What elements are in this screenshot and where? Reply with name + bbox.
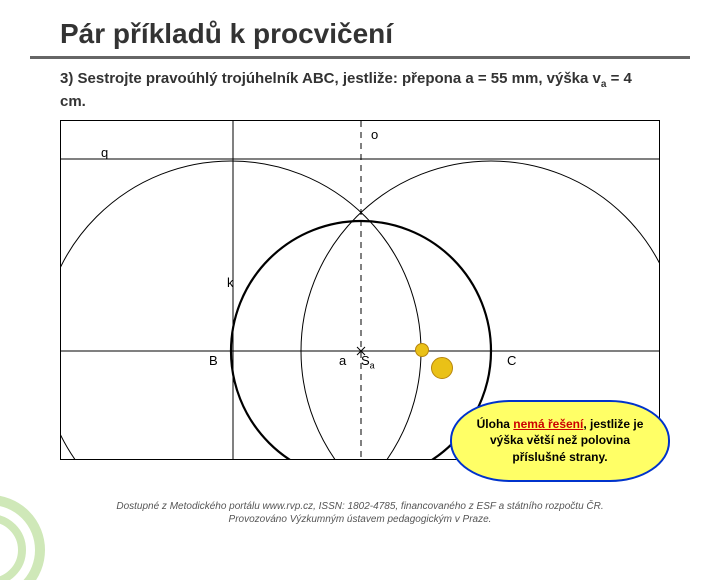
subtitle-text: 3) Sestrojte pravoúhlý trojúhelník ABC, …	[60, 70, 601, 87]
label-k: k	[227, 275, 234, 290]
cloud-highlight: nemá řešení	[513, 417, 583, 431]
label-q: q	[101, 145, 108, 160]
solution-note-cloud: Úloha nemá řešení, jestliže je výška vět…	[450, 400, 670, 482]
label-a: a	[339, 353, 346, 368]
label-Sa-sub: a	[370, 360, 375, 370]
footer-attribution: Dostupné z Metodického portálu www.rvp.c…	[0, 500, 720, 526]
exercise-statement: 3) Sestrojte pravoúhlý trojúhelník ABC, …	[0, 69, 720, 120]
label-Sa: Sa	[361, 353, 375, 371]
page-title: Pár příkladů k procvičení	[30, 0, 690, 59]
footer-line-1: Dostupné z Metodického portálu www.rvp.c…	[40, 500, 680, 513]
decorative-dot	[415, 343, 429, 357]
footer-line-2: Provozováno Výzkumným ústavem pedagogick…	[40, 513, 680, 526]
label-Sa-main: S	[361, 353, 370, 368]
decorative-dot	[431, 357, 453, 379]
label-C: C	[507, 353, 516, 368]
label-B: B	[209, 353, 218, 368]
cloud-prefix: Úloha	[477, 417, 514, 431]
label-o: o	[371, 127, 378, 142]
